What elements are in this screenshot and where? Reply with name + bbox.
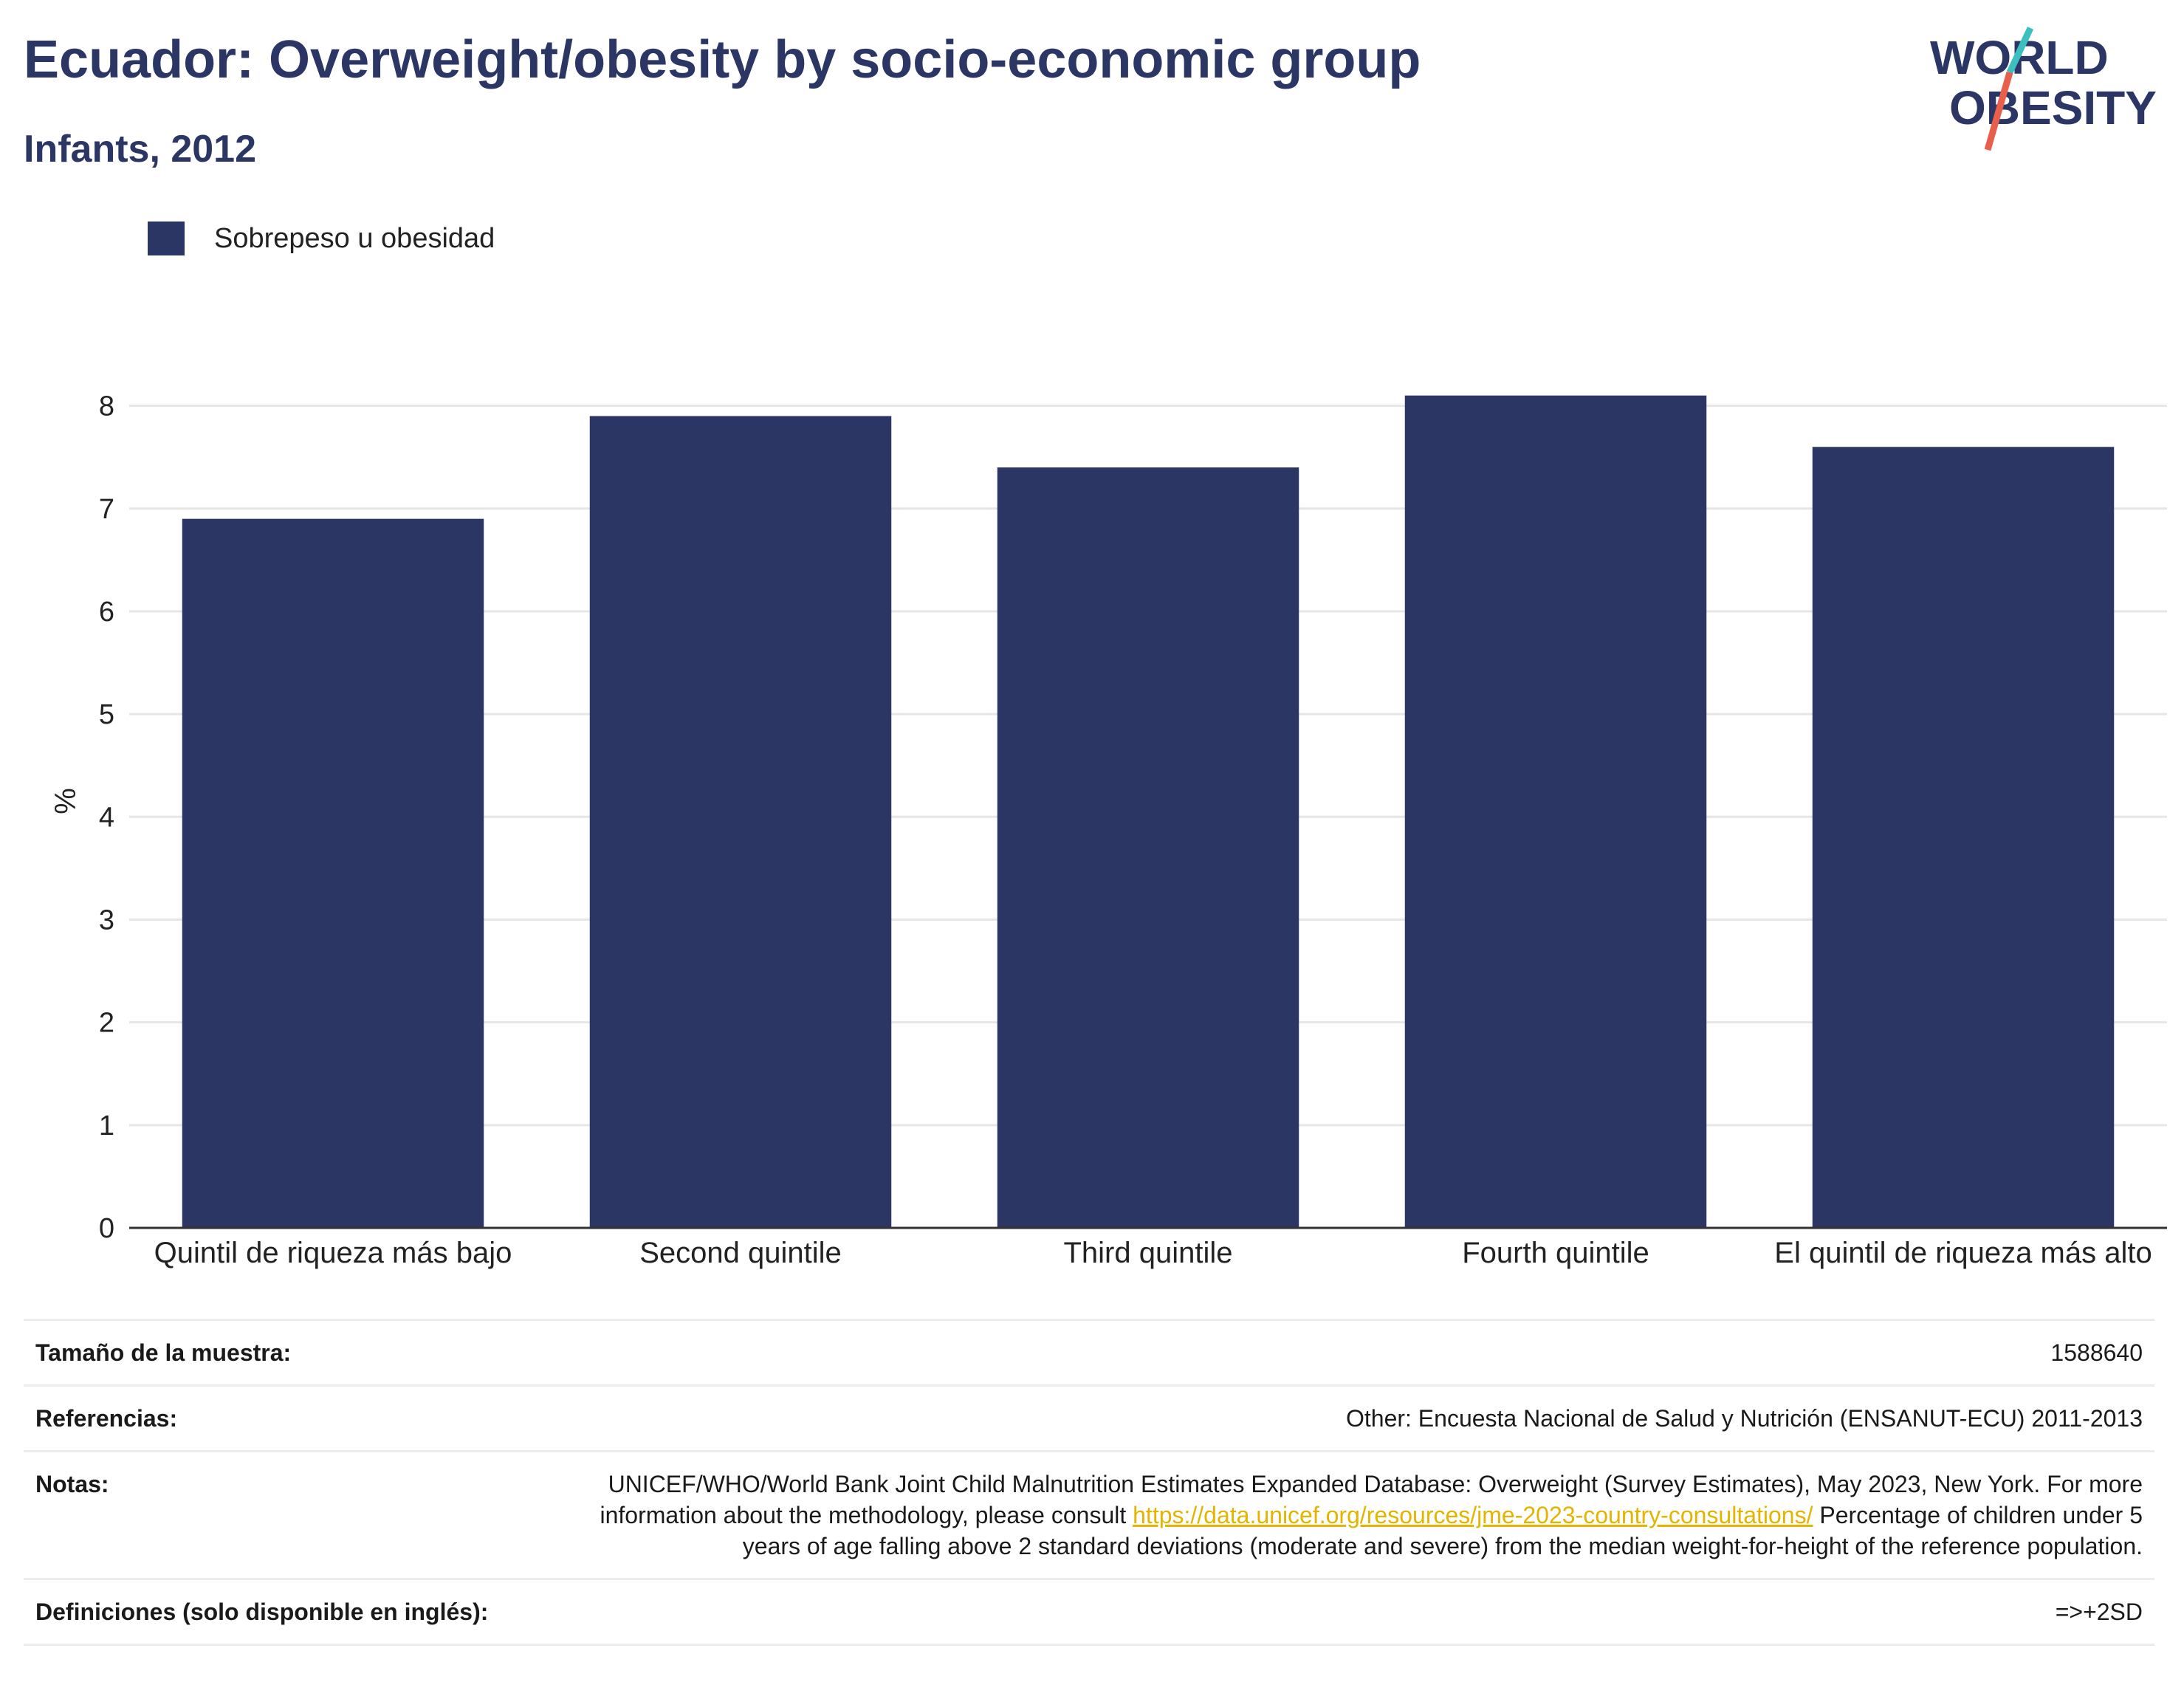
legend-label: Sobrepeso u obesidad: [214, 222, 495, 254]
bar-chart: 0 1 2 3 4 5 6 7 8% Quintil de riqueza más bajo Sec…: [48, 391, 2167, 1269]
info-table: Tamaño de la muestra: 1588640 Referencia…: [24, 1319, 2154, 1646]
references-value: Other: Encuesta Nacional de Salud y Nutr…: [1345, 1405, 2143, 1432]
y-tick-label: 8: [99, 391, 114, 422]
notes-link[interactable]: https://data.unicef.org/resources/jme-20…: [1133, 1502, 1813, 1528]
bar: [1812, 447, 2115, 1229]
notes-row: Notas: UNICEF/WHO/World Bank Joint Child…: [24, 1450, 2154, 1578]
references-label: Referencias:: [35, 1405, 178, 1432]
y-tick-label: 2: [99, 1008, 114, 1039]
x-tick-label: Fourth quintile: [1462, 1237, 1649, 1269]
notes-label: Notas:: [35, 1471, 109, 1497]
y-tick-label: 3: [99, 904, 114, 935]
definitions-row: Definiciones (solo disponible en inglés)…: [24, 1578, 2154, 1646]
references-row: Referencias: Other: Encuesta Nacional de…: [24, 1384, 2154, 1450]
sample-size-row: Tamaño de la muestra: 1588640: [24, 1319, 2154, 1384]
x-tick-label: Second quintile: [639, 1237, 842, 1269]
bar: [997, 467, 1299, 1228]
y-tick-label: 0: [99, 1213, 114, 1244]
y-tick-label: 6: [99, 597, 114, 628]
logo-line2: OBESITY: [1949, 81, 2157, 134]
x-tick-label: Quintil de riqueza más bajo: [154, 1237, 512, 1269]
bar: [182, 518, 484, 1228]
bar: [589, 416, 892, 1228]
y-tick-label: 7: [99, 494, 114, 525]
logo-slash-teal: [2006, 27, 2034, 74]
bar: [1404, 395, 1707, 1228]
world-obesity-logo: WORLD OBESITY: [1930, 27, 2157, 151]
y-tick-label: 1: [99, 1110, 114, 1141]
chart-title: Ecuador: Overweight/obesity by socio-eco…: [24, 30, 1421, 89]
notes-value: UNICEF/WHO/World Bank Joint Child Malnut…: [592, 1469, 2143, 1562]
x-tick-label: Third quintile: [1063, 1237, 1232, 1269]
notes-text-2: Percentage of children under 5 years of …: [742, 1502, 2143, 1559]
y-tick-label: 5: [99, 699, 114, 730]
sample-size-label: Tamaño de la muestra:: [35, 1339, 292, 1366]
x-tick-label: El quintil de riqueza más alto: [1774, 1237, 2152, 1269]
chart-subtitle: Infants, 2012: [24, 128, 257, 171]
y-axis-title: %: [48, 788, 80, 814]
y-tick-label: 4: [99, 802, 114, 833]
logo-slash-coral: [1984, 71, 2013, 151]
definitions-value: =>+2SD: [2055, 1599, 2143, 1625]
definitions-label: Definiciones (solo disponible en inglés)…: [35, 1599, 489, 1625]
sample-size-value: 1588640: [2050, 1339, 2143, 1366]
notes-text-1: UNICEF/WHO/World Bank Joint Child Malnut…: [600, 1471, 2143, 1528]
legend-swatch: [148, 222, 185, 255]
legend: Sobrepeso u obesidad: [148, 222, 495, 255]
